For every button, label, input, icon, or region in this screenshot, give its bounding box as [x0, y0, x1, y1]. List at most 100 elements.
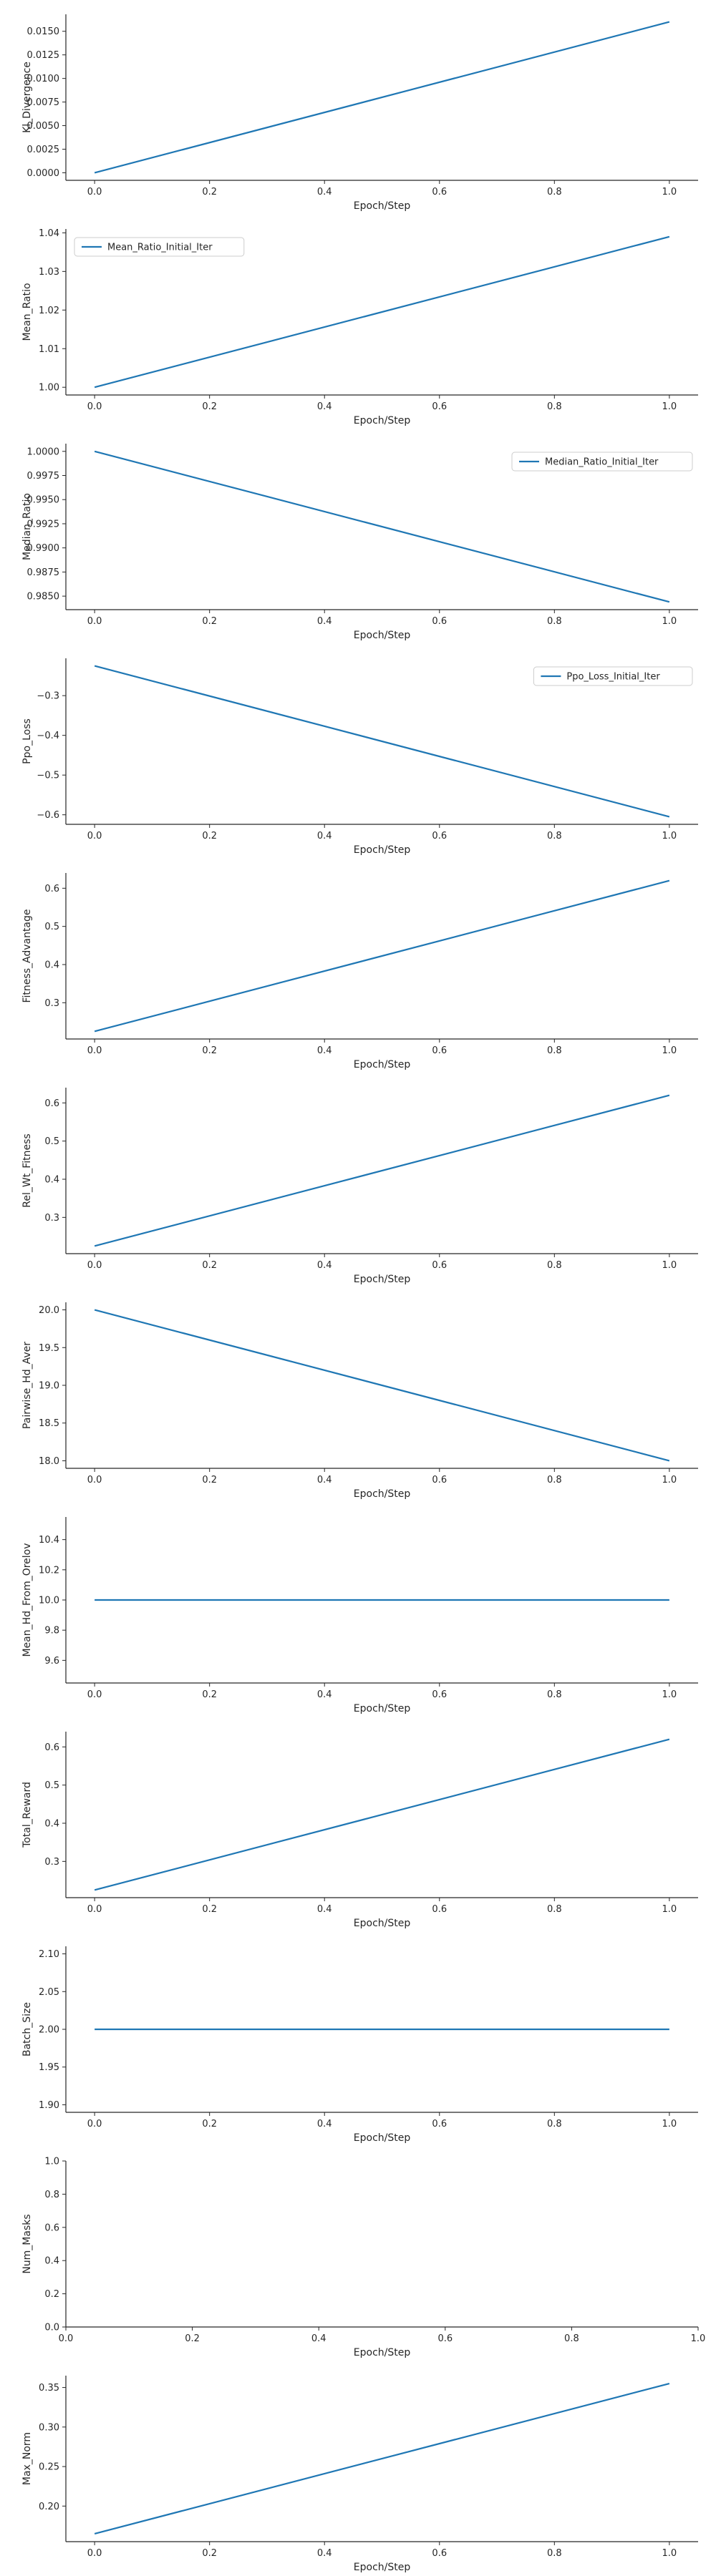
x-tick-label: 0.6	[432, 2119, 447, 2129]
y-axis-label: Kl_Divergence	[21, 62, 33, 133]
y-tick-label: 9.6	[44, 1656, 59, 1667]
x-tick-label: 0.0	[87, 401, 102, 412]
y-tick-label: 0.6	[44, 1098, 59, 1109]
y-tick-label: 0.4	[44, 2256, 59, 2267]
series-line	[94, 1309, 670, 1462]
x-tick-label: 0.2	[185, 2333, 200, 2344]
y-tick-label: 0.9850	[27, 592, 60, 602]
subplot-3: 0.0 0.2 0.4 0.6 0.8 1.0 0.9850 0.9875 0.9900 0.99…	[21, 444, 698, 641]
y-tick-label: 0.3	[44, 1213, 59, 1224]
x-tick-label: 0.8	[547, 1689, 562, 1700]
y-tick-label: 1.95	[39, 2062, 59, 2073]
x-tick-label: 1.0	[662, 1260, 677, 1271]
y-tick-label: −0.4	[37, 731, 59, 741]
x-tick-label: 0.2	[202, 2548, 217, 2559]
x-tick-label: 0.8	[547, 2548, 562, 2559]
legend: Median_Ratio_Initial_Iter	[511, 452, 693, 472]
x-axis-label: Epoch/Step	[354, 2347, 411, 2358]
x-tick-label: 1.0	[662, 2119, 677, 2129]
x-tick-label: 0.0	[87, 616, 102, 627]
y-tick-label: 0.6	[44, 884, 59, 894]
x-tick-label: 0.4	[311, 2333, 326, 2344]
series-line	[94, 21, 670, 174]
subplot-10: 0.0 0.2 0.4 0.6 0.8 1.0 1.90 1.95 2.00 2.05 2.10 Ep…	[21, 1946, 698, 2144]
y-axis-label: Median_Ratio	[21, 493, 33, 560]
x-tick-label: 0.4	[317, 187, 332, 197]
legend-label: Median_Ratio_Initial_Iter	[545, 457, 659, 468]
x-tick-label: 0.0	[87, 1904, 102, 1915]
legend-frame	[511, 452, 693, 472]
subplot-6: 0.0 0.2 0.4 0.6 0.8 1.0 0.3 0.4 0.5 0.6 Epoch/Step…	[21, 1088, 698, 1285]
subplot-2: 0.0 0.2 0.4 0.6 0.8 1.0 1.00 1.01 1.02 1.03 1.04 Ep…	[21, 228, 698, 426]
x-axis-label: Epoch/Step	[354, 2132, 411, 2144]
x-tick-label: 0.2	[202, 1045, 217, 1056]
x-tick-label: 0.6	[432, 616, 447, 627]
series-line	[94, 2382, 670, 2535]
y-tick-label: 0.9875	[27, 567, 60, 578]
x-axis-label: Epoch/Step	[354, 2562, 411, 2573]
series-line	[94, 235, 670, 389]
y-axis-label: Ppo_Loss	[21, 718, 33, 764]
x-tick-label: 0.2	[202, 1475, 217, 1485]
x-tick-label: 1.0	[662, 616, 677, 627]
legend-label: Ppo_Loss_Initial_Iter	[566, 672, 660, 683]
y-tick-label: 0.5	[44, 1136, 59, 1147]
x-tick-label: 0.2	[202, 187, 217, 197]
x-tick-label: 0.4	[317, 1904, 332, 1915]
y-tick-label: 20.0	[39, 1305, 59, 1316]
legend-frame	[533, 666, 693, 686]
y-tick-label: 0.3	[44, 1857, 59, 1868]
y-tick-label: 1.02	[39, 306, 59, 316]
x-tick-label: 0.8	[547, 1045, 562, 1056]
subplot-12: 0.0 0.2 0.4 0.6 0.8 1.0 0.20 0.25 0.30 0.35 Epoch/…	[21, 2376, 698, 2573]
x-tick-label: 0.2	[202, 1260, 217, 1271]
subplot-9: 0.0 0.2 0.4 0.6 0.8 1.0 0.3 0.4 0.5 0.6 Epoch/Step…	[21, 1732, 698, 1929]
x-tick-label: 0.0	[87, 187, 102, 197]
y-tick-label: 0.0125	[27, 50, 60, 61]
x-tick-label: 0.8	[547, 1475, 562, 1485]
y-tick-label: 0.0	[44, 2323, 59, 2333]
y-tick-label: 0.9925	[27, 519, 60, 530]
y-tick-label: 2.10	[39, 1949, 59, 1960]
y-tick-label: 1.0	[44, 2157, 59, 2167]
y-tick-label: 0.0075	[27, 97, 60, 108]
x-tick-label: 1.0	[662, 831, 677, 841]
x-axis-label: Epoch/Step	[354, 1703, 411, 1714]
series-line	[94, 450, 670, 603]
x-tick-label: 0.6	[432, 1689, 447, 1700]
x-tick-label: 0.2	[202, 831, 217, 841]
x-tick-label: 0.2	[202, 616, 217, 627]
x-tick-label: 0.6	[437, 2333, 453, 2344]
x-tick-label: 0.4	[317, 831, 332, 841]
x-tick-label: 0.6	[432, 831, 447, 841]
x-tick-label: 0.4	[317, 616, 332, 627]
y-axis-label: Rel_Wt_Fitness	[21, 1133, 33, 1207]
y-tick-label: −0.3	[37, 691, 59, 702]
x-tick-label: 0.0	[87, 1475, 102, 1485]
x-tick-label: 0.6	[432, 1475, 447, 1485]
x-tick-label: 0.8	[547, 1260, 562, 1271]
x-tick-label: 0.2	[202, 401, 217, 412]
y-tick-label: 0.25	[39, 2462, 59, 2473]
y-tick-label: 0.0150	[27, 26, 60, 37]
series-line	[94, 879, 670, 1033]
x-tick-label: 0.4	[317, 1475, 332, 1485]
x-tick-label: 0.4	[317, 1689, 332, 1700]
x-tick-label: 1.0	[662, 1904, 677, 1915]
y-tick-label: 1.90	[39, 2100, 59, 2111]
x-tick-label: 0.6	[432, 1045, 447, 1056]
x-tick-label: 1.0	[662, 1475, 677, 1485]
x-tick-label: 0.2	[202, 2119, 217, 2129]
y-tick-label: 0.35	[39, 2383, 59, 2394]
y-tick-label: −0.5	[37, 771, 59, 781]
x-axis-label: Epoch/Step	[354, 1918, 411, 1929]
subplot-4: 0.0 0.2 0.4 0.6 0.8 1.0 −0.3 −0.4 −0.5 −0.6 Epoch/…	[21, 658, 698, 856]
y-tick-label: 0.0050	[27, 121, 60, 132]
x-tick-label: 0.6	[432, 1260, 447, 1271]
y-tick-label: 0.9900	[27, 543, 60, 554]
y-tick-label: 0.4	[44, 960, 59, 971]
series-line	[94, 1738, 670, 1891]
x-tick-label: 0.4	[317, 1260, 332, 1271]
x-tick-label: 0.2	[202, 1904, 217, 1915]
x-tick-label: 0.8	[547, 2119, 562, 2129]
